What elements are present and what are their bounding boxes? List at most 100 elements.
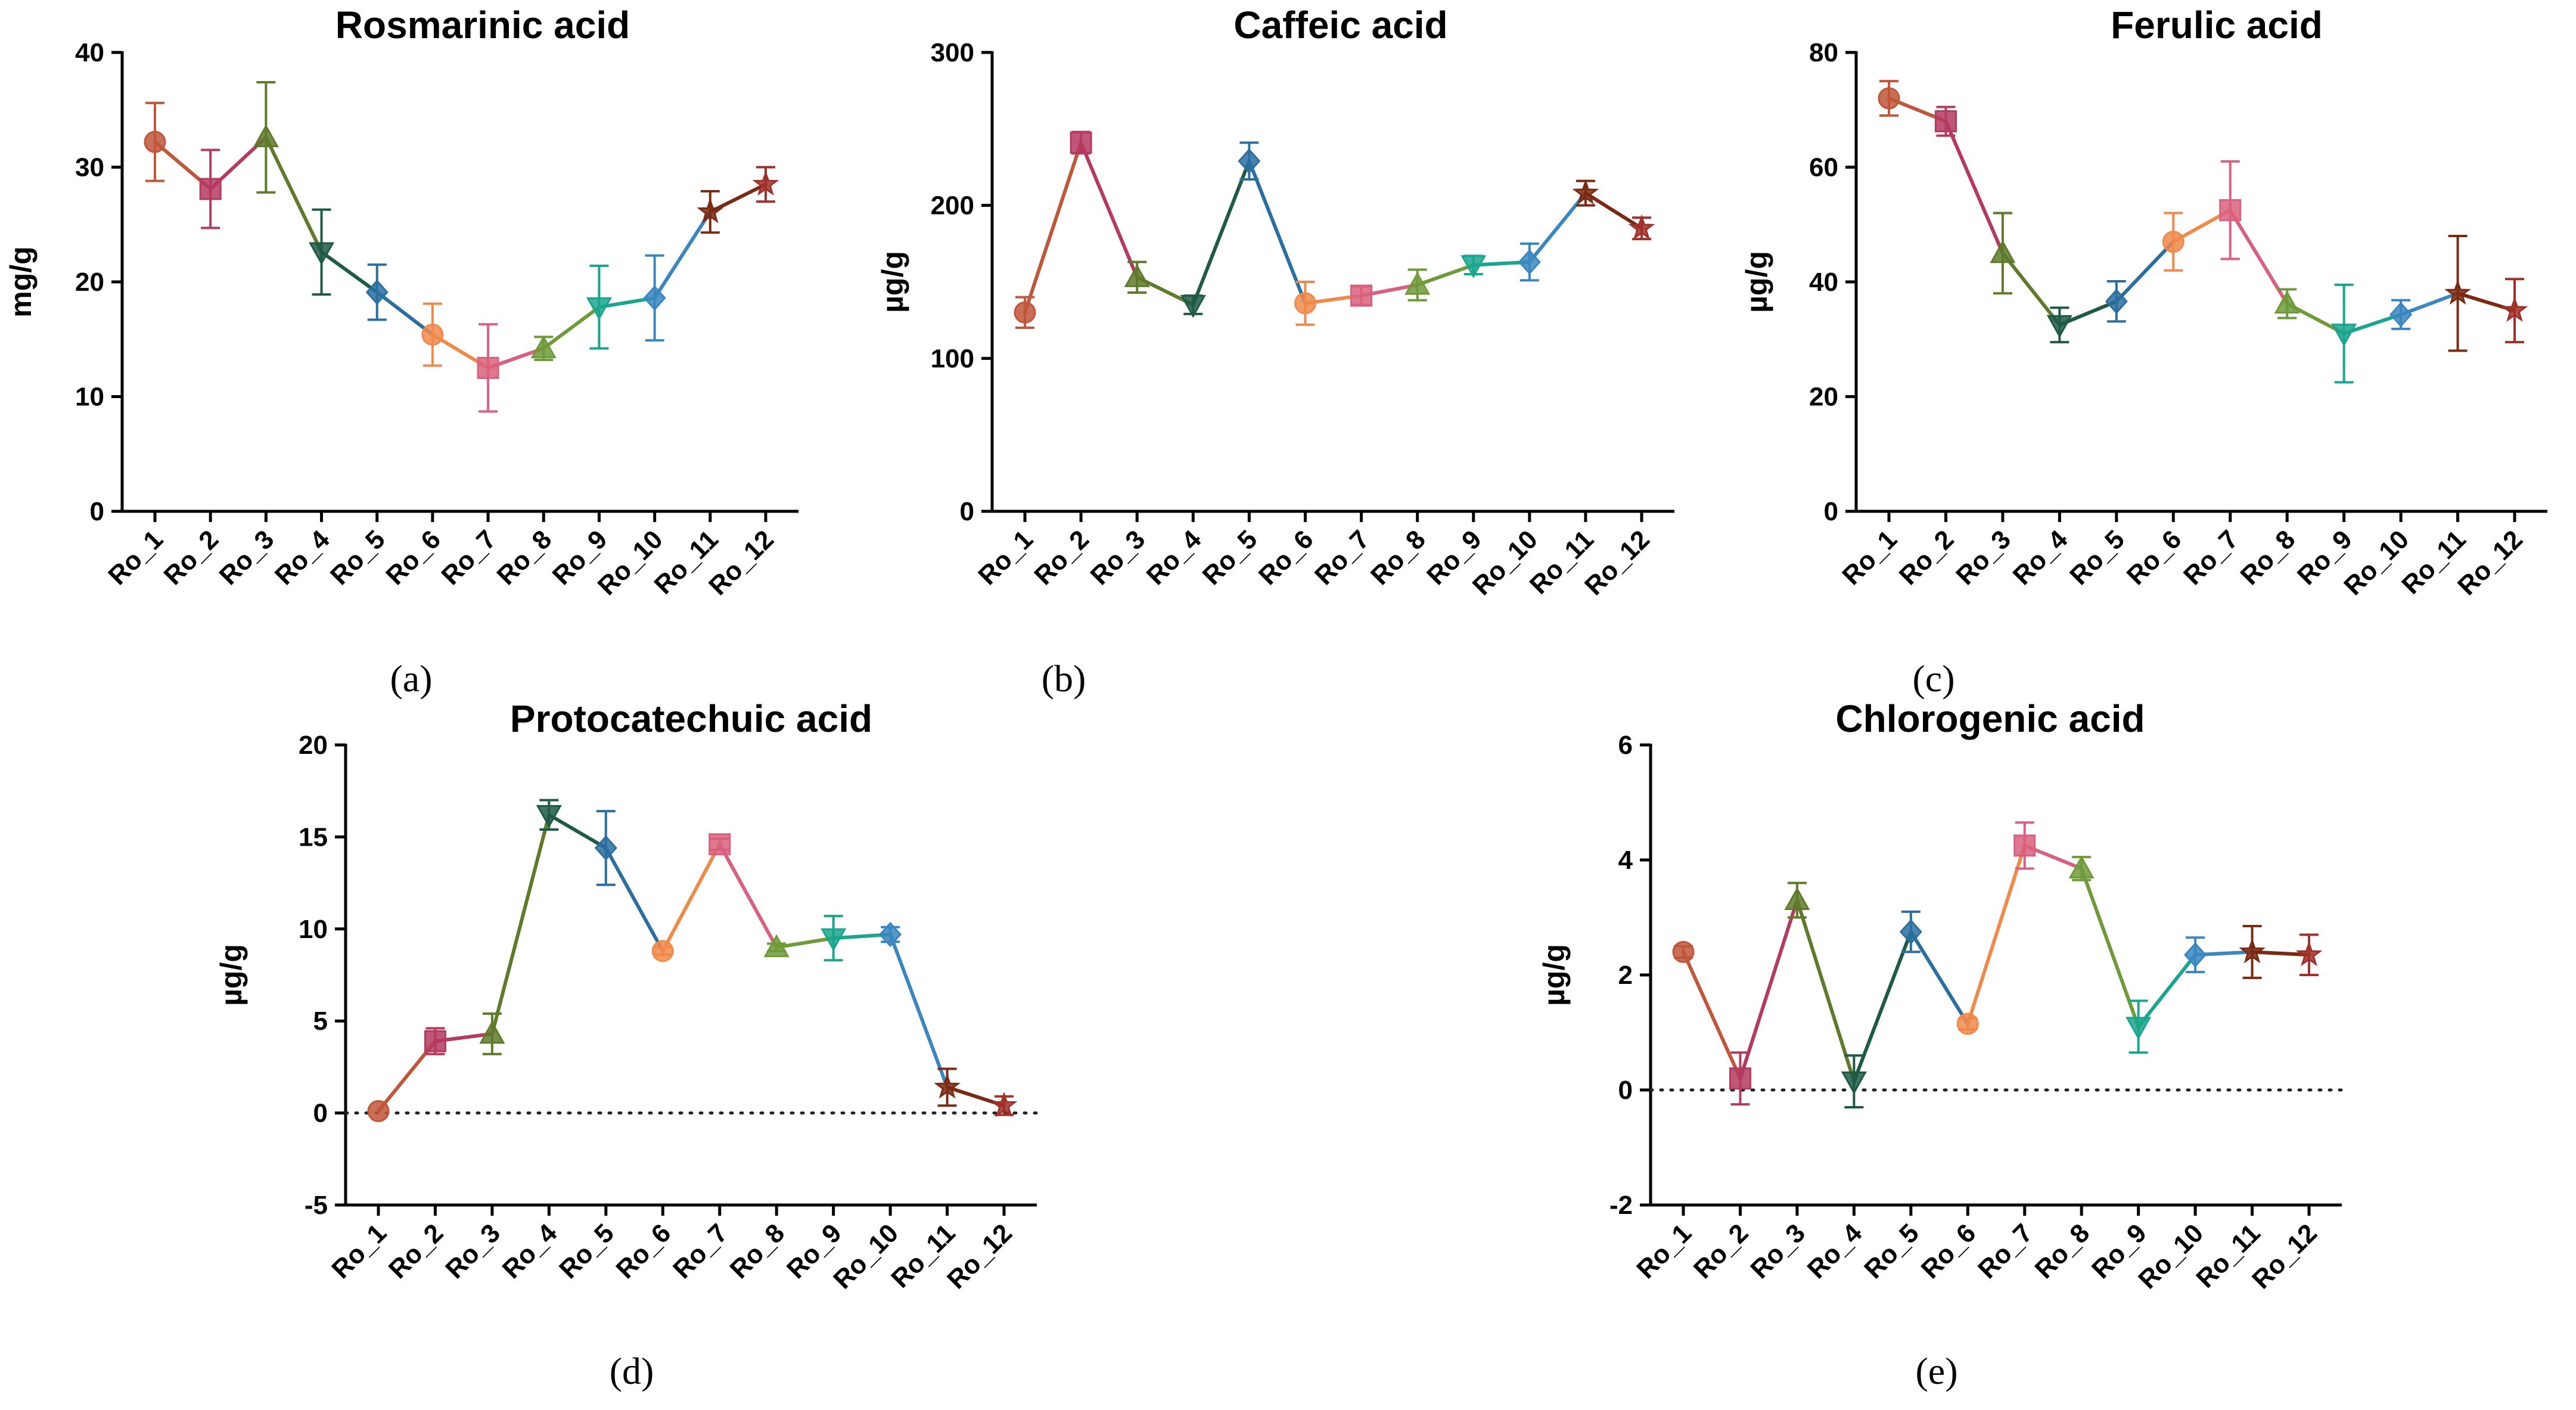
- y-tick-label: 80: [1809, 38, 1838, 67]
- data-point: [1990, 240, 2016, 263]
- data-point: [1729, 1067, 1751, 1090]
- panel-caption: (e): [1915, 1350, 1957, 1392]
- data-point: [990, 1091, 1018, 1117]
- x-tick-label: Ro_12: [1579, 524, 1655, 601]
- data-point: [2295, 940, 2323, 967]
- x-tick-label: Ro_12: [2246, 1218, 2323, 1294]
- x-tick-label: Ro_10: [828, 1218, 904, 1294]
- y-tick-label: 20: [1809, 383, 1838, 412]
- series-line-segment: [888, 933, 949, 1089]
- y-tick-label: 4: [1618, 846, 1633, 875]
- data-point: [536, 805, 562, 828]
- x-tick-label: Ro_3: [1950, 524, 2016, 591]
- series-line-segment: [1079, 141, 1139, 279]
- y-tick-label: 0: [1618, 1076, 1633, 1105]
- x-tick-label: Ro_1: [1837, 524, 1903, 591]
- data-point: [763, 934, 790, 958]
- series-line-segment: [319, 250, 379, 294]
- series-line-segment: [1583, 191, 1643, 231]
- data-point: [2126, 1017, 2152, 1040]
- data-point: [308, 242, 335, 266]
- x-tick-label: Ro_10: [2133, 1218, 2209, 1294]
- series-line-segment: [2114, 240, 2176, 303]
- data-point: [1518, 249, 1541, 275]
- y-tick-label: 200: [931, 191, 974, 220]
- data-point: [2239, 937, 2266, 964]
- y-tick-label: 0: [313, 1099, 328, 1128]
- y-tick-label: 15: [299, 822, 328, 852]
- y-tick-label: 2: [1618, 961, 1633, 990]
- x-tick-label: Ro_3: [1085, 524, 1151, 591]
- data-point: [530, 335, 557, 359]
- data-point: [821, 928, 847, 952]
- data-point: [934, 1073, 961, 1099]
- series-line-segment: [661, 842, 722, 953]
- series-line-segment: [1191, 159, 1251, 307]
- chart-panel: Rosmarinic acid mg/g 0 10 20 30 40 Ro_1Ro_2Ro_3…: [4, 4, 798, 700]
- x-tick-label: Ro_4: [497, 1218, 563, 1284]
- x-tick-label: Ro_8: [1365, 524, 1431, 591]
- series-line-segment: [1682, 950, 1742, 1080]
- series-line-segment: [2136, 953, 2198, 1029]
- series-line-segment: [1023, 141, 1083, 315]
- x-tick-label: Ro_2: [1028, 524, 1095, 591]
- panel-caption: (b): [1042, 657, 1086, 700]
- series-line-segment: [1795, 898, 1856, 1083]
- x-tick-label: Ro_7: [436, 524, 502, 591]
- series-line-segment: [490, 813, 551, 1036]
- data-point: [2162, 231, 2185, 253]
- data-point: [477, 356, 499, 379]
- series-line-segment: [264, 135, 324, 254]
- data-point: [643, 285, 666, 311]
- y-tick-label: 20: [75, 268, 104, 297]
- y-axis-label: µg/g: [1537, 944, 1571, 1006]
- series-line-segment: [1966, 843, 2027, 1026]
- y-tick-label: 10: [75, 383, 104, 412]
- data-point: [1956, 1013, 1979, 1035]
- y-tick-label: 40: [1809, 268, 1838, 297]
- data-point: [1014, 301, 1036, 324]
- x-tick-label: Ro_2: [159, 524, 225, 591]
- panel-caption: (d): [610, 1350, 654, 1392]
- data-point: [1070, 131, 1092, 154]
- data-point: [709, 833, 731, 856]
- x-tick-label: Ro_1: [972, 524, 1039, 591]
- series-line-segment: [652, 210, 712, 300]
- series-line-segment: [1909, 930, 1970, 1026]
- chart-title: Chlorogenic acid: [1835, 697, 2145, 740]
- series-line-segment: [2342, 312, 2403, 336]
- y-tick-label: 5: [313, 1007, 328, 1036]
- data-point: [2219, 199, 2242, 222]
- x-tick-label: Ro_2: [1688, 1218, 1754, 1284]
- y-tick-label: 0: [90, 497, 104, 526]
- x-tick-label: Ro_12: [941, 1218, 1018, 1294]
- chart-title: Rosmarinic acid: [335, 4, 630, 46]
- data-point: [2331, 324, 2357, 347]
- series-line-segment: [2000, 251, 2062, 327]
- series-line-segment: [2250, 950, 2311, 957]
- x-tick-label: Ro_1: [326, 1218, 392, 1284]
- x-tick-label: Ro_5: [325, 524, 391, 591]
- y-tick-label: 60: [1809, 153, 1838, 182]
- series-line-segment: [1247, 159, 1307, 305]
- x-tick-label: Ro_12: [2452, 524, 2528, 601]
- data-point: [1404, 272, 1431, 295]
- x-tick-label: Ro_5: [2064, 524, 2130, 591]
- series-line-segment: [377, 1039, 437, 1113]
- series-line-segment: [1738, 898, 1799, 1080]
- x-tick-label: Ro_5: [1197, 524, 1263, 591]
- y-axis-label: mg/g: [4, 246, 38, 317]
- data-point: [1124, 264, 1150, 287]
- x-tick-label: Ro_10: [2338, 524, 2415, 601]
- data-point: [421, 324, 444, 346]
- data-point: [1672, 940, 1695, 963]
- chart-panel: Ferulic acidµg/g020406080Ro_1Ro_2Ro_3Ro_…: [1740, 4, 2547, 700]
- series-line-segment: [375, 290, 434, 337]
- data-point: [253, 124, 279, 147]
- data-point: [879, 921, 902, 948]
- series-line-segment: [547, 813, 608, 850]
- data-point: [1841, 1072, 1867, 1095]
- data-point: [2013, 834, 2036, 857]
- series-line-segment: [717, 842, 779, 949]
- series-line-segment: [1527, 191, 1587, 264]
